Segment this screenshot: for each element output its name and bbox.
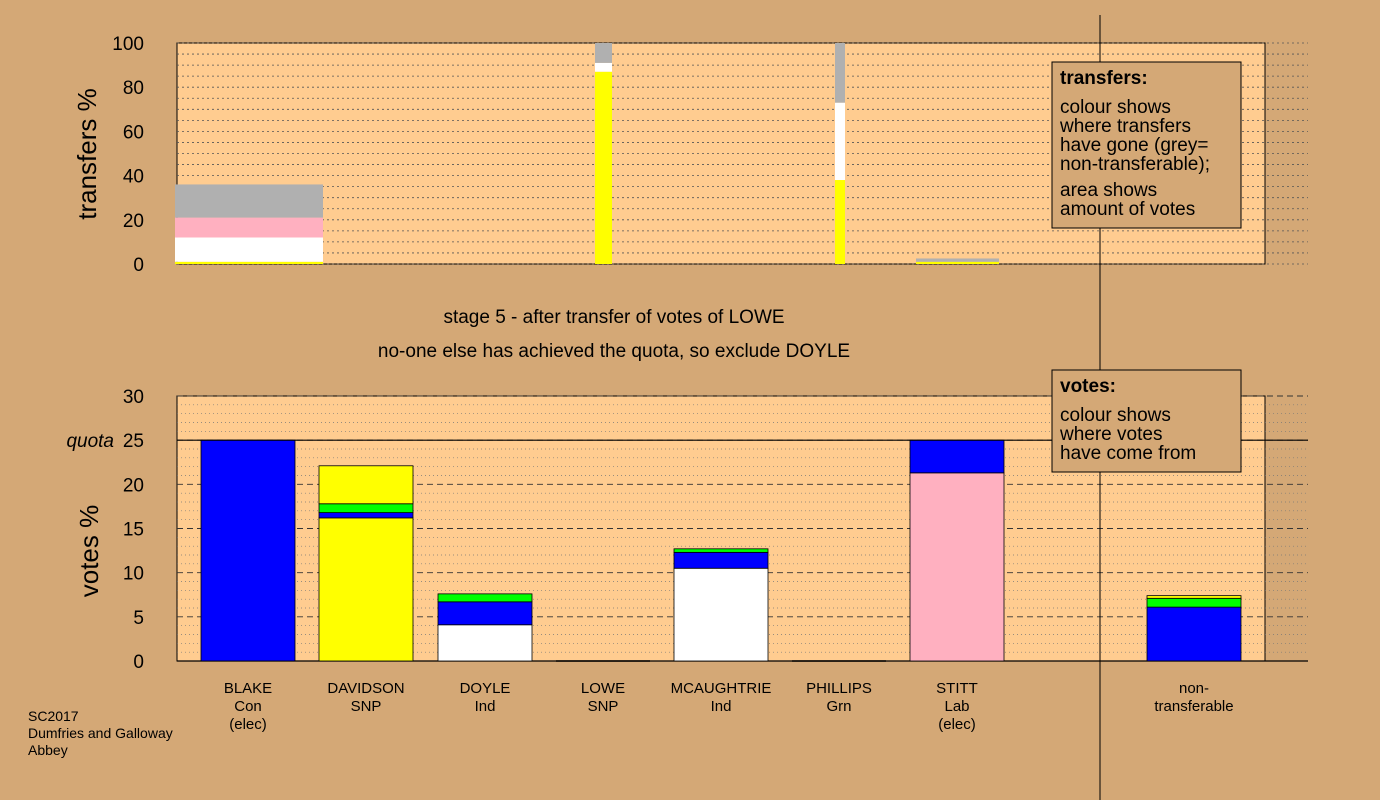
y-tick-label: 0 [133, 255, 144, 276]
candidate-label: non- [1179, 680, 1209, 697]
candidate-label: DOYLE [460, 680, 511, 697]
bar-blake [200, 439, 296, 662]
transfer-segment [916, 261, 999, 264]
stage-description: stage 5 - after transfer of votes of LOW… [443, 307, 784, 328]
y-tick-label: 20 [123, 211, 144, 232]
transfers-legend: transfers: colour shows where transfers … [1051, 61, 1242, 229]
bar-segment [1146, 595, 1242, 599]
transfer-bar-lowe [595, 43, 612, 264]
transfer-segment [175, 217, 323, 238]
candidate-labels: BLAKECon(elec)DAVIDSONSNPDOYLEIndLOWESNP… [224, 680, 1234, 733]
transfers-gridlines [177, 42, 1308, 265]
bar-segment [1146, 597, 1242, 608]
candidate-label: Lab [944, 698, 969, 715]
bar-segment [200, 439, 296, 662]
transfer-segment [835, 102, 845, 181]
y-tick-label: 5 [133, 608, 144, 629]
credit-council: Dumfries and Galloway [28, 725, 173, 741]
votes-bars [200, 439, 1242, 662]
candidate-label: STITT [936, 680, 978, 697]
transfers-axis-title: transfers % [72, 88, 102, 220]
votes-axis-title: votes % [74, 505, 104, 598]
y-tick-label: 0 [133, 652, 144, 673]
bar-segment [437, 624, 533, 662]
votes-y-ticks: 0 5 10 15 20 25 30 [123, 387, 144, 673]
candidate-label: LOWE [581, 680, 625, 697]
candidate-label: Con [234, 698, 262, 715]
candidate-label: Grn [826, 698, 851, 715]
y-tick-label: 80 [123, 78, 144, 99]
y-tick-label: 30 [123, 387, 144, 408]
transfers-y-ticks: 0 20 40 60 80 100 [112, 34, 144, 276]
y-tick-label: 60 [123, 122, 144, 143]
candidate-label: SNP [351, 698, 382, 715]
quota-label: quota [66, 431, 114, 452]
candidate-label: SNP [588, 698, 619, 715]
transfer-bar-phillips [835, 43, 845, 264]
candidate-label: transferable [1154, 698, 1233, 715]
candidate-label: DAVIDSON [327, 680, 404, 697]
bar-davidson [318, 465, 414, 662]
transfer-segment [595, 62, 612, 72]
transfer-segment [175, 184, 323, 218]
candidate-label: (elec) [229, 716, 267, 733]
candidate-label: Ind [475, 698, 496, 715]
bar-segment [673, 551, 769, 569]
transfers-legend-line: colour shows [1060, 97, 1171, 118]
bar-segment [1146, 606, 1242, 662]
y-tick-label: 25 [123, 431, 144, 452]
transfers-legend-line: non-transferable); [1060, 154, 1210, 175]
votes-legend-line: where votes [1059, 424, 1162, 445]
y-tick-label: 20 [123, 475, 144, 496]
y-tick-label: 100 [112, 34, 144, 55]
y-tick-label: 10 [123, 564, 144, 585]
votes-legend-line: have come from [1060, 443, 1196, 464]
bar-non [1146, 595, 1242, 662]
transfer-segment [595, 43, 612, 63]
bar-stitt [909, 439, 1005, 662]
credit-election: SC2017 [28, 708, 79, 724]
bar-segment [437, 593, 533, 603]
transfers-legend-line: area shows [1060, 180, 1157, 201]
y-tick-label: 40 [123, 167, 144, 188]
bar-segment [673, 548, 769, 553]
bar-mcaughtrie [673, 548, 769, 662]
credit-ward: Abbey [28, 742, 68, 758]
bar-segment [673, 567, 769, 662]
votes-legend: votes: colour shows where votes have com… [1051, 369, 1242, 473]
bar-segment [909, 439, 1005, 474]
transfer-bar-stitt [916, 258, 999, 264]
votes-legend-line: colour shows [1060, 405, 1171, 426]
transfer-segment [595, 71, 612, 264]
bar-segment [318, 512, 414, 519]
transfer-bar-blake [175, 184, 323, 264]
bar-doyle [437, 593, 533, 662]
candidate-label: MCAUGHTRIE [671, 680, 772, 697]
y-tick-label: 15 [123, 520, 144, 541]
candidate-label: (elec) [938, 716, 976, 733]
candidate-label: PHILLIPS [806, 680, 872, 697]
bar-segment [318, 465, 414, 505]
bar-segment [909, 472, 1005, 662]
transfer-segment [835, 180, 845, 264]
votes-legend-title: votes: [1060, 376, 1116, 397]
candidate-label: Ind [711, 698, 732, 715]
candidate-label: BLAKE [224, 680, 272, 697]
bar-segment [437, 601, 533, 626]
stage-action: no-one else has achieved the quota, so e… [378, 341, 850, 362]
transfers-legend-title: transfers: [1060, 68, 1148, 89]
transfer-segment [175, 261, 323, 264]
bar-segment [318, 517, 414, 662]
bar-segment [318, 503, 414, 513]
transfer-segment [175, 237, 323, 262]
transfers-legend-line: amount of votes [1060, 199, 1195, 220]
transfers-legend-line: have gone (grey= [1060, 135, 1208, 156]
transfer-segment [916, 258, 999, 262]
transfer-segment [835, 43, 845, 103]
transfers-legend-line: where transfers [1059, 116, 1191, 137]
transfers-bars [175, 43, 999, 264]
